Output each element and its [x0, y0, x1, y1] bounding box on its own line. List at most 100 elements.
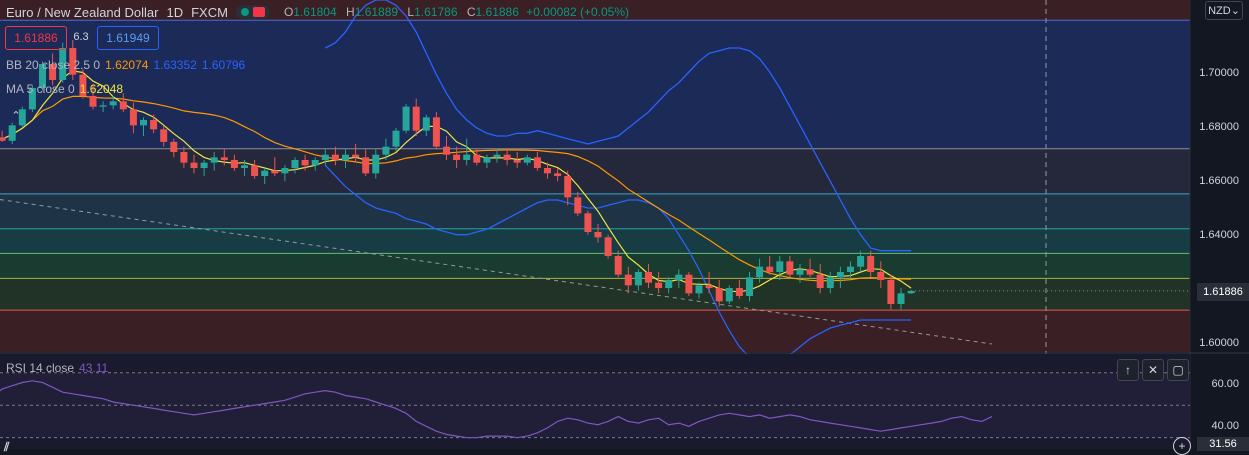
- candle-body: [725, 288, 733, 302]
- price-tick: 1.66000: [1199, 175, 1239, 187]
- candle-body: [483, 157, 491, 163]
- ma-legend[interactable]: MA 5 close 0 1.62048: [6, 82, 123, 96]
- symbol-title[interactable]: Euro / New Zealand Dollar: [6, 4, 159, 20]
- market-status[interactable]: [235, 5, 270, 19]
- buy-button[interactable]: 1.61949: [97, 26, 159, 50]
- bb-lower-line: [324, 164, 912, 364]
- candle-body: [321, 154, 329, 160]
- candle-body: [271, 170, 279, 174]
- candle-body: [604, 237, 612, 256]
- price-tick: 1.70000: [1199, 67, 1239, 79]
- candle-body: [453, 154, 461, 160]
- currency-selector[interactable]: NZD ⌄: [1205, 1, 1243, 20]
- candle-body: [574, 197, 582, 214]
- candle-body: [342, 154, 349, 160]
- candle-body: [301, 160, 309, 166]
- candle-body: [220, 157, 228, 160]
- candle-body: [402, 106, 410, 131]
- candle-body: [382, 146, 390, 155]
- candle-body: [443, 146, 450, 155]
- sell-button[interactable]: 1.61886: [5, 26, 67, 50]
- close-key: C: [466, 5, 476, 19]
- candle-body: [776, 261, 784, 272]
- ma-line: [0, 70, 912, 293]
- add-plus-icon[interactable]: +: [1173, 437, 1191, 455]
- candle-body: [251, 165, 259, 176]
- maximize-pane-icon[interactable]: ▢: [1167, 359, 1189, 381]
- candle-body: [746, 277, 753, 296]
- bb-basis-value: 1.62074: [105, 58, 149, 72]
- market-open-dot-icon: [240, 8, 249, 16]
- candle-body: [503, 154, 511, 160]
- candle-body: [826, 277, 834, 288]
- candle-body: [756, 266, 764, 278]
- bb-upper-value: 1.63352: [153, 58, 197, 72]
- candle-body: [857, 256, 865, 267]
- high-value: 1.61889: [354, 5, 399, 19]
- price-tick: 1.60000: [1199, 337, 1239, 349]
- candle-body: [109, 101, 117, 106]
- candle-body: [18, 109, 26, 126]
- open-key: O: [283, 5, 294, 19]
- candle-body: [79, 74, 87, 96]
- candle-body: [291, 160, 299, 168]
- candle-body: [533, 157, 541, 168]
- candle-body: [594, 232, 602, 238]
- candle-body: [816, 274, 824, 288]
- candle-body: [331, 154, 339, 160]
- spread-value: 6.3: [73, 31, 89, 43]
- candle-body: [311, 160, 319, 166]
- candle-body: [624, 274, 632, 286]
- low-key: L: [407, 5, 415, 19]
- candle-body: [493, 154, 501, 158]
- rsi-legend[interactable]: RSI 14 close 43.11: [6, 361, 108, 375]
- candle-body: [695, 285, 703, 294]
- source-label: FXCM: [191, 4, 228, 20]
- collapse-legend-chevron-icon[interactable]: ⌃: [11, 109, 21, 122]
- move-pane-up-icon[interactable]: ↑: [1117, 359, 1139, 381]
- open-value: 1.61804: [293, 5, 337, 19]
- candle-body: [806, 269, 814, 275]
- current-price-tag: 1.61886: [1197, 283, 1249, 301]
- candle-body: [180, 152, 188, 163]
- candle-body: [634, 272, 642, 286]
- rsi-line: [0, 380, 993, 439]
- candle-body: [422, 117, 430, 131]
- fib-zone: [0, 278, 1190, 311]
- candle-body: [352, 154, 360, 158]
- fib-zone: [0, 20, 1190, 149]
- candle-body: [190, 162, 198, 168]
- candle-body: [705, 285, 713, 288]
- candle-body: [473, 154, 481, 163]
- candle-body: [463, 154, 471, 160]
- timeframe-label[interactable]: 1D: [166, 4, 184, 20]
- change-value: +0.00082 (+0.05%): [526, 5, 629, 19]
- candle-body: [59, 48, 67, 80]
- fib-zone: [0, 148, 1190, 194]
- close-pane-icon[interactable]: ✕: [1142, 359, 1164, 381]
- fib-zone: [0, 310, 1190, 352]
- tradingview-logo-icon: ⫽: [4, 440, 10, 454]
- ma-label: MA 5 close 0: [6, 82, 75, 96]
- candle-body: [150, 120, 158, 130]
- candle-body: [867, 256, 875, 272]
- candle-body: [554, 173, 562, 176]
- trendline: [0, 199, 992, 345]
- candle-body: [140, 120, 147, 126]
- candle-body: [655, 282, 663, 288]
- candle-body: [523, 157, 531, 163]
- price-tick: 1.68000: [1199, 121, 1239, 133]
- candle-body: [887, 280, 895, 304]
- rsi-label: RSI 14 close: [6, 361, 75, 375]
- candle-body: [241, 165, 248, 168]
- candle-body: [89, 96, 97, 107]
- close-value: 1.61886: [475, 5, 519, 19]
- candle-body: [513, 160, 521, 163]
- candle-body: [786, 261, 794, 275]
- bb-legend[interactable]: BB 20 close 2.5 0 1.62074 1.63352 1.6079…: [6, 58, 245, 72]
- candle-body: [584, 213, 592, 232]
- rsi-tick: 60.00: [1211, 378, 1239, 390]
- price-tick: 1.64000: [1199, 229, 1239, 241]
- ma-value: 1.62048: [79, 82, 124, 96]
